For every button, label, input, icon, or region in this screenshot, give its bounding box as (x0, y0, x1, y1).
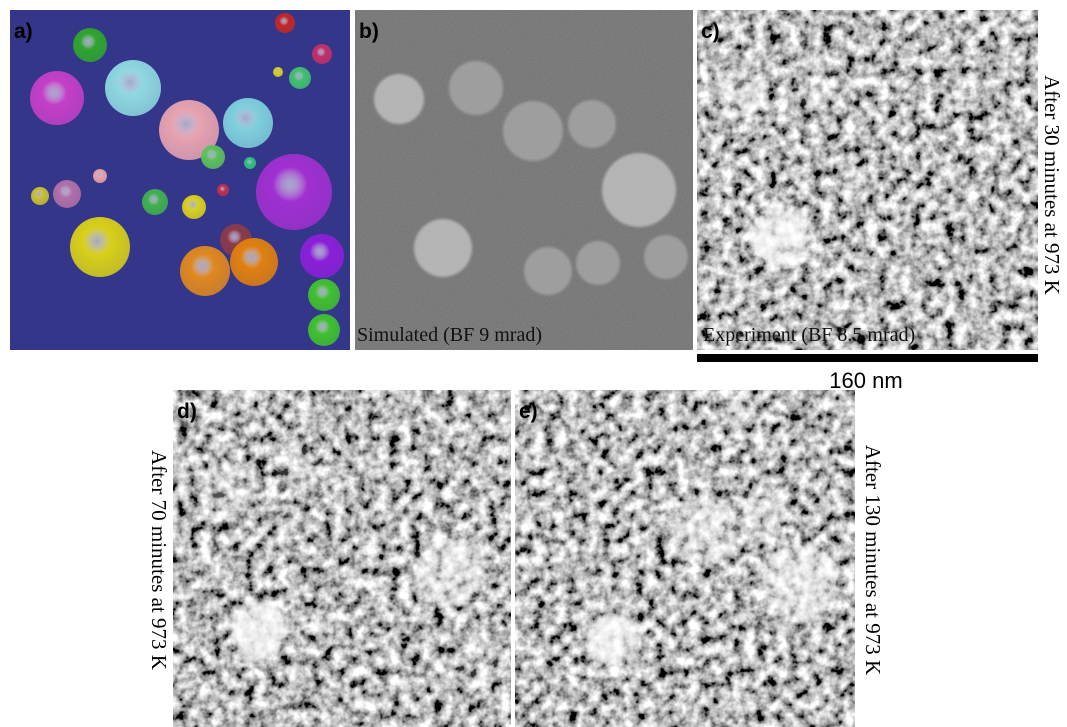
panel-c-noise (697, 10, 1038, 350)
particle (714, 66, 766, 118)
panel-label: a) (14, 20, 33, 43)
sphere (31, 187, 49, 205)
panel-label: c) (701, 20, 720, 43)
panel-label: d) (177, 400, 197, 423)
sphere (273, 67, 283, 77)
particle (672, 497, 738, 563)
scale-bar (697, 354, 1038, 362)
sphere (223, 98, 273, 148)
particle (455, 635, 505, 685)
panel-label: b) (359, 20, 379, 43)
sphere (217, 184, 229, 196)
sphere (142, 189, 168, 215)
sphere (275, 13, 295, 33)
particle (232, 602, 288, 658)
particle (276, 446, 324, 494)
sphere (308, 314, 340, 346)
sphere (256, 154, 332, 230)
sphere (105, 60, 161, 116)
particle (202, 462, 258, 518)
sphere (73, 28, 107, 62)
scale-label: 160 nm (829, 368, 902, 393)
particle (416, 538, 484, 606)
particle (735, 490, 785, 540)
panel-label: e) (519, 400, 538, 423)
particle (793, 63, 837, 107)
panel-d (173, 390, 511, 727)
sphere (53, 180, 81, 208)
sphere (30, 71, 84, 125)
sphere (180, 246, 230, 296)
sphere (182, 195, 206, 219)
panel-e (515, 390, 855, 727)
page: {"panels": [ {"label": "a)"}, {"label": … (0, 0, 1067, 727)
side-label: After 130 minutes at 973 K (861, 445, 885, 675)
panel-b-noise (355, 10, 693, 350)
side-label: After 70 minutes at 973 K (147, 450, 171, 670)
sphere (289, 67, 311, 89)
particle (762, 542, 838, 618)
sphere (70, 217, 130, 277)
caption: Experiment (BF 8.5 mrad) (703, 324, 915, 346)
sphere (312, 44, 332, 64)
particle (586, 614, 638, 666)
sphere (308, 279, 340, 311)
figure: a) b) c) d) e) Simulated (BF 9 mrad) Exp… (0, 0, 1067, 727)
sphere (93, 169, 107, 183)
sphere (300, 234, 344, 278)
side-label: After 30 minutes at 973 K (1040, 75, 1064, 295)
caption: Simulated (BF 9 mrad) (357, 324, 542, 346)
particle (750, 207, 810, 267)
sphere (230, 238, 278, 286)
particle (720, 397, 750, 427)
sphere (201, 145, 225, 169)
sphere (244, 157, 256, 169)
panel-c (697, 10, 1038, 350)
